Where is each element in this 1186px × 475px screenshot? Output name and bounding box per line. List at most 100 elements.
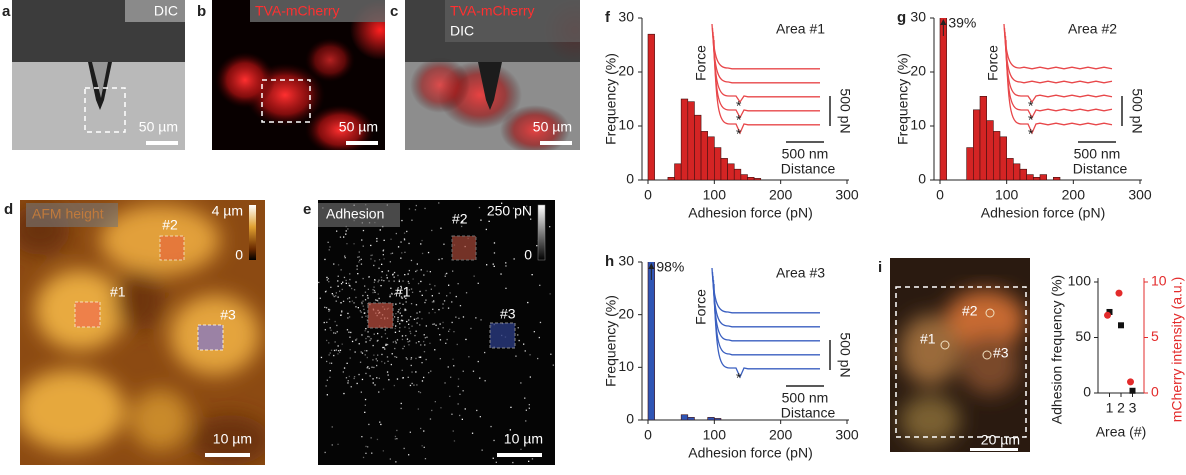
noise-dot <box>342 281 344 283</box>
noise-dot <box>484 351 486 354</box>
noise-dot <box>434 311 436 314</box>
noise-dot <box>537 357 539 360</box>
noise-dot <box>390 253 392 255</box>
noise-dot <box>403 232 406 234</box>
colorbar-min: 0 <box>524 247 532 263</box>
noise-dot <box>505 265 507 267</box>
noise-dot <box>364 398 367 401</box>
noise-dot <box>337 285 339 287</box>
noise-dot <box>337 353 339 355</box>
colorbar-max: 4 µm <box>212 203 243 219</box>
x-tick-label: 300 <box>835 427 859 443</box>
noise-dot <box>446 295 448 297</box>
region-label: #3 <box>220 307 236 323</box>
y-tick-label: 100 <box>1068 273 1092 289</box>
noise-dot <box>384 329 386 331</box>
noise-dot <box>353 302 355 304</box>
noise-dot <box>377 354 379 356</box>
noise-dot <box>339 236 342 238</box>
noise-dot <box>453 365 455 367</box>
noise-dot <box>395 232 397 235</box>
noise-dot <box>380 276 383 278</box>
noise-dot <box>397 246 400 248</box>
x-tick-label: 200 <box>769 427 793 443</box>
noise-dot <box>403 239 406 241</box>
bar <box>966 147 974 180</box>
noise-dot <box>446 338 448 341</box>
noise-dot <box>365 315 367 317</box>
noise-dot <box>386 356 389 358</box>
force-curve <box>712 279 820 356</box>
noise-dot <box>332 294 334 296</box>
noise-dot <box>373 289 376 292</box>
inset-x-label: Distance <box>1073 161 1128 177</box>
noise-dot <box>329 327 331 329</box>
noise-dot <box>331 444 333 446</box>
noise-dot <box>533 331 535 333</box>
noise-dot <box>531 458 534 460</box>
scale-label: 10 µm <box>504 431 543 447</box>
noise-dot <box>415 357 417 360</box>
noise-dot <box>399 312 401 314</box>
panel-a: a DIC 50 µm <box>2 0 185 150</box>
noise-dot <box>410 316 412 318</box>
noise-dot <box>410 358 412 360</box>
noise-dot <box>418 391 420 393</box>
noise-dot <box>362 277 364 280</box>
y-tick-label: 0 <box>1083 384 1091 400</box>
noise-dot <box>410 332 412 335</box>
noise-dot <box>350 386 352 388</box>
noise-dot <box>373 264 375 267</box>
noise-dot <box>370 338 372 340</box>
y-tick-label: 50 <box>1075 328 1091 344</box>
bar <box>1019 168 1027 180</box>
y-axis-label: Frequency (%) <box>603 295 619 387</box>
noise-dot <box>326 360 328 363</box>
noise-dot <box>505 287 507 289</box>
noise-dot <box>400 320 402 322</box>
noise-dot <box>419 324 421 326</box>
noise-dot <box>431 301 434 303</box>
noise-dot <box>390 238 392 240</box>
noise-dot <box>348 375 350 378</box>
noise-dot <box>360 263 363 265</box>
curve-marker: * <box>736 370 742 386</box>
noise-dot <box>401 320 404 322</box>
noise-dot <box>443 300 446 302</box>
noise-dot <box>340 302 342 304</box>
noise-dot <box>366 294 369 297</box>
noise-dot <box>314 291 316 293</box>
noise-dot <box>477 360 479 363</box>
noise-dot <box>383 239 385 241</box>
noise-dot <box>409 340 411 342</box>
noise-dot <box>523 343 525 345</box>
bar <box>1033 177 1041 180</box>
noise-dot <box>343 236 345 238</box>
noise-dot <box>462 221 464 223</box>
noise-dot <box>433 300 435 302</box>
y-tick-label: 20 <box>910 63 926 79</box>
noise-dot <box>355 296 357 299</box>
noise-dot <box>365 328 367 330</box>
noise-dot <box>410 288 413 290</box>
bar <box>1013 163 1021 180</box>
noise-dot <box>510 406 512 408</box>
noise-dot <box>349 285 351 287</box>
noise-dot <box>328 249 330 251</box>
noise-dot <box>529 354 531 356</box>
noise-dot <box>367 331 369 333</box>
noise-dot <box>524 397 526 399</box>
noise-dot <box>326 321 328 323</box>
noise-dot <box>324 329 326 331</box>
noise-dot <box>382 249 385 251</box>
noise-dot <box>425 325 427 327</box>
noise-dot <box>396 378 399 380</box>
noise-dot <box>390 363 392 366</box>
noise-dot <box>360 258 362 260</box>
noise-dot <box>355 281 357 283</box>
noise-dot <box>529 376 531 378</box>
afm-height-image <box>20 200 265 465</box>
noise-dot <box>372 291 374 294</box>
noise-dot <box>389 261 391 263</box>
noise-dot <box>439 323 441 325</box>
